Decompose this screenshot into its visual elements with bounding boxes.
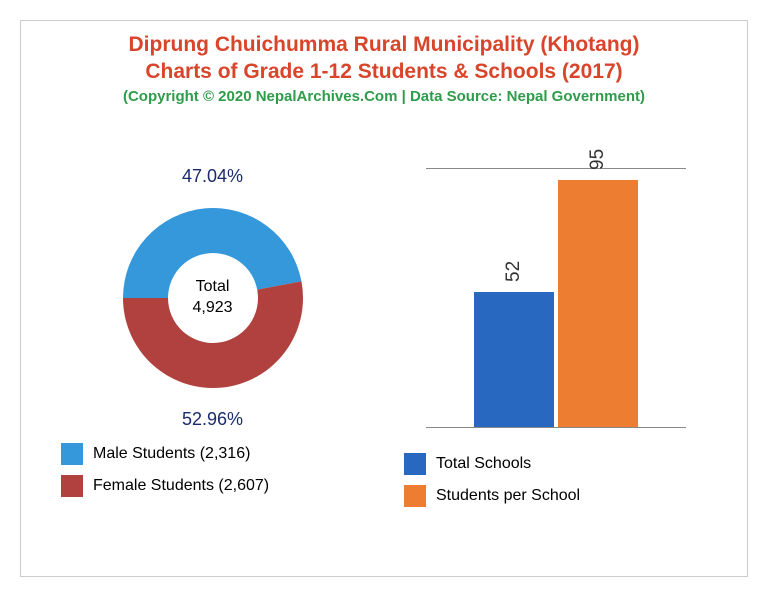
donut-chart-panel: 47.04% Total 4,923 52.96% Male Students … bbox=[41, 120, 384, 566]
donut-chart: 47.04% Total 4,923 52.96% bbox=[93, 178, 333, 418]
title-line-2: Charts of Grade 1-12 Students & Schools … bbox=[145, 60, 622, 83]
legend-swatch bbox=[404, 485, 426, 507]
bar-chart: 5295 bbox=[426, 168, 686, 428]
bar: 52 bbox=[474, 292, 554, 427]
legend-label: Students per School bbox=[436, 487, 580, 505]
legend-label: Female Students (2,607) bbox=[93, 477, 269, 495]
legend-swatch bbox=[404, 453, 426, 475]
legend-swatch bbox=[61, 443, 83, 465]
chart-container: Diprung Chuichumma Rural Municipality (K… bbox=[20, 20, 748, 577]
legend-item: Female Students (2,607) bbox=[61, 475, 269, 497]
bar-value-label: 95 bbox=[587, 149, 609, 170]
bar-value-label: 52 bbox=[503, 261, 525, 282]
center-value: 4,923 bbox=[192, 299, 232, 316]
legend-swatch bbox=[61, 475, 83, 497]
chart-title: Diprung Chuichumma Rural Municipality (K… bbox=[41, 31, 727, 86]
legend-item: Male Students (2,316) bbox=[61, 443, 269, 465]
male-pct-label: 47.04% bbox=[182, 166, 243, 187]
legend-item: Total Schools bbox=[404, 453, 580, 475]
female-pct-label: 52.96% bbox=[182, 409, 243, 430]
copyright-text: (Copyright © 2020 NepalArchives.Com | Da… bbox=[41, 88, 727, 105]
title-line-1: Diprung Chuichumma Rural Municipality (K… bbox=[129, 33, 640, 56]
legend-item: Students per School bbox=[404, 485, 580, 507]
donut-center: Total 4,923 bbox=[192, 278, 232, 320]
chart-header: Diprung Chuichumma Rural Municipality (K… bbox=[21, 21, 747, 110]
bar-legend: Total Schools Students per School bbox=[384, 453, 580, 517]
legend-label: Male Students (2,316) bbox=[93, 445, 250, 463]
bar: 95 bbox=[558, 180, 638, 427]
center-label: Total bbox=[196, 279, 230, 296]
legend-label: Total Schools bbox=[436, 455, 531, 473]
charts-area: 47.04% Total 4,923 52.96% Male Students … bbox=[21, 110, 747, 576]
bar-chart-panel: 5295 Total SchoolsStudents per School bbox=[384, 120, 727, 566]
donut-legend: Male Students (2,316) Female Students (2,… bbox=[41, 443, 269, 507]
